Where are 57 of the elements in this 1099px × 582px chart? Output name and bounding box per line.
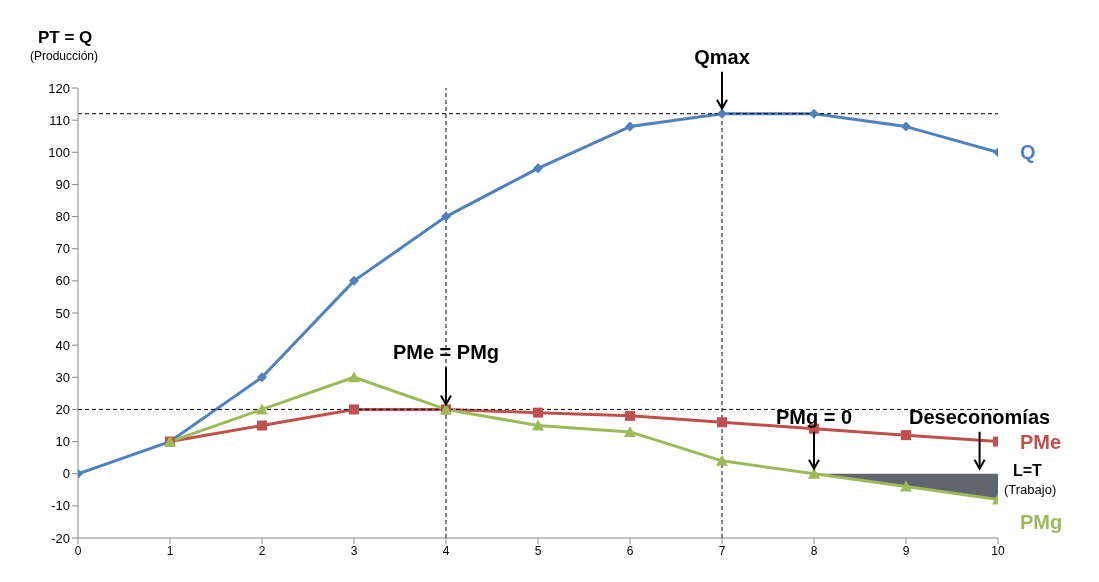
x-tick-label: 3 xyxy=(350,543,358,558)
point xyxy=(901,121,911,132)
y-tick-label: -20 xyxy=(51,530,70,546)
point xyxy=(257,420,267,431)
y-tick-label: 50 xyxy=(55,305,70,321)
x-tick-label: 10 xyxy=(991,543,1005,558)
x-tick-label: 2 xyxy=(258,543,266,558)
y-tick-label: 110 xyxy=(49,112,70,128)
y-tick-label: 20 xyxy=(55,402,70,418)
x-tick-label: 5 xyxy=(534,543,542,558)
point xyxy=(625,121,635,132)
y-tick-label: 40 xyxy=(55,337,70,353)
y-tick-label: 30 xyxy=(55,369,70,385)
y-tick-label: 0 xyxy=(62,466,70,482)
annotation: Qmax xyxy=(694,45,750,68)
point xyxy=(624,425,636,437)
x-tick-label: 8 xyxy=(810,543,818,558)
annotation: PMe = PMg xyxy=(392,341,500,364)
y-tick-label: 80 xyxy=(55,209,70,225)
point xyxy=(349,404,359,415)
point xyxy=(256,403,268,415)
annotation: PMg = 0 xyxy=(775,405,853,428)
point xyxy=(348,371,360,383)
series-label: PMe xyxy=(1020,430,1062,453)
series-label: PMg xyxy=(1020,511,1063,534)
annotation: Deseconomías xyxy=(909,405,1051,428)
y-axis-title: PT = Q xyxy=(38,28,93,47)
x-tick-label: 6 xyxy=(626,543,634,558)
point xyxy=(441,211,451,222)
x-tick-label: 4 xyxy=(442,543,450,558)
y-tick-label: 60 xyxy=(55,273,70,289)
y-tick-label: -10 xyxy=(51,498,70,514)
text: (Producción) xyxy=(30,49,99,63)
point xyxy=(901,430,911,441)
point xyxy=(716,454,728,466)
point xyxy=(625,410,635,421)
point xyxy=(349,275,359,286)
y-tick-label: 70 xyxy=(55,241,70,257)
point xyxy=(532,419,544,431)
x-tick-label: 7 xyxy=(718,543,726,558)
point xyxy=(809,108,819,119)
x-tick-label: 9 xyxy=(902,543,910,558)
series-label: Q xyxy=(1020,141,1036,164)
point xyxy=(257,372,267,383)
point xyxy=(533,163,543,174)
y-tick-label: 10 xyxy=(55,434,70,450)
y-tick-label: 100 xyxy=(48,144,70,160)
y-tick-label: 90 xyxy=(55,177,70,193)
point xyxy=(717,417,727,428)
x-tick-label: 1 xyxy=(166,543,174,558)
point xyxy=(900,480,912,492)
x-tick-label: 0 xyxy=(74,543,82,558)
y-tick-label: 120 xyxy=(48,80,70,96)
x-axis-title: L=T xyxy=(1013,461,1043,479)
text: (Trabajo) xyxy=(1004,481,1057,497)
point xyxy=(533,407,543,418)
point xyxy=(717,108,727,119)
